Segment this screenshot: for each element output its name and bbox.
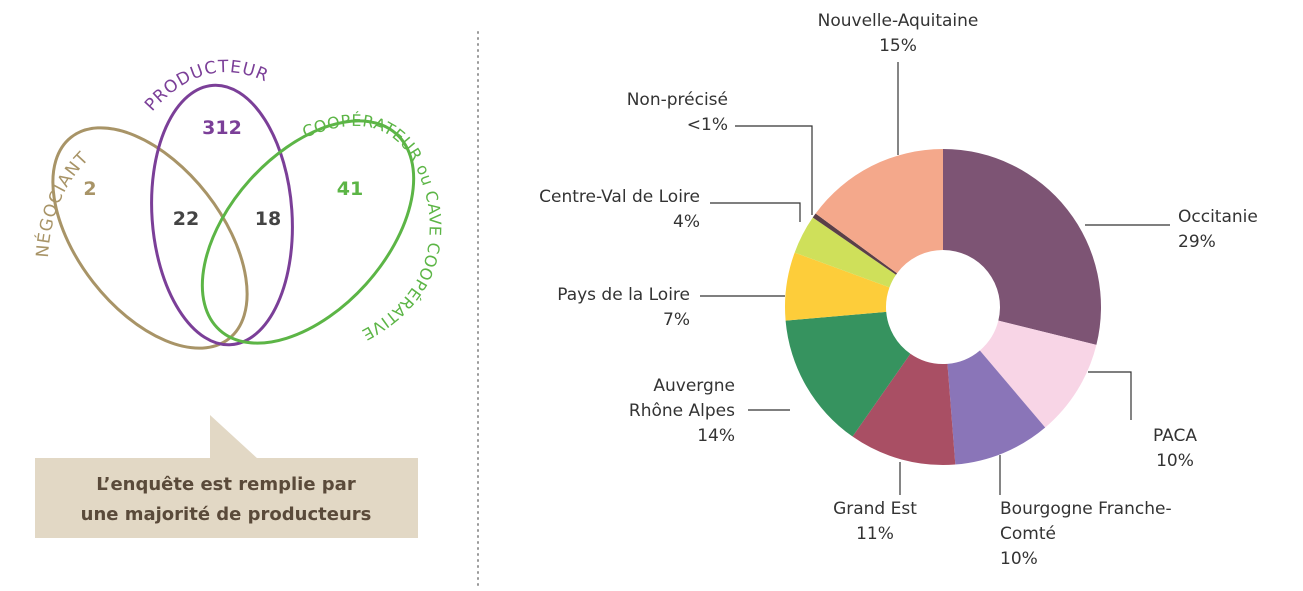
donut-slice [943,149,1102,345]
value-label: 11% [856,524,894,544]
region-value: 2 [83,178,96,200]
value-label: 7% [663,310,690,330]
set-label: NÉGOCIANT [32,148,92,258]
leader-line [710,202,801,222]
donut-slice [979,320,1097,428]
value-label: 10% [1000,549,1038,569]
category-label: Occitanie [1178,207,1258,227]
donut-slice [815,149,943,274]
set-label: COOPÉRATEUR ou CAVE COOPÉRATIVE [300,111,445,344]
slice-label: Nouvelle-Aquitaine 15% [780,9,1016,59]
callout-pointer [210,415,258,459]
category-label: Pays de la Loire [557,285,690,305]
set-ellipse [150,83,294,347]
set-label: NÉGOCIANT [32,148,93,258]
value-label: 14% [697,426,735,446]
donut [785,149,1102,465]
category-label: Nouvelle-Aquitaine [817,11,979,31]
slice-label: Non-précisé <1% [560,88,728,138]
region-value: 312 [202,117,242,139]
slice-label: Bourgogne Franche-Comté 10% [1000,497,1180,572]
donut-slice [794,217,897,288]
set-label: COOPÉRATEUR ou CAVE COOPÉRATIVE [300,111,445,344]
category-label: PACA [1153,426,1197,446]
slice-label: Centre-Val de Loire 4% [500,185,700,235]
value-label: 29% [1178,232,1216,252]
slice-label: PACA 10% [1120,424,1230,474]
region-value: 41 [337,178,363,200]
callout-box [35,458,418,538]
value-label: 10% [1156,451,1194,471]
leader-line [1088,371,1132,420]
donut-slice [785,311,911,437]
category-label: Grand Est [833,499,917,519]
donut-slice [947,350,1046,465]
leader-line [735,125,813,215]
value-label: <1% [686,115,728,135]
category-label: Non-précisé [626,90,728,110]
donut-slice [852,353,956,465]
value-label: 4% [673,212,700,232]
callout-text: L’enquête est remplie par [96,474,356,495]
region-values: 2 312 41 22 18 [83,117,363,230]
slice-label: Auvergne Rhône Alpes 14% [595,374,735,449]
slice-label: Pays de la Loire 7% [520,283,690,333]
donut-slice [785,252,890,321]
value-label: 15% [879,36,917,56]
slice-label: Grand Est 11% [810,497,940,547]
set-ellipse [200,119,416,345]
category-label: Auvergne Rhône Alpes [628,376,735,421]
set-ellipse [51,126,249,350]
donut-slice [812,213,898,275]
region-value: 22 [173,208,199,230]
category-label: Bourgogne Franche-Comté [1000,499,1172,544]
callout-text: une majorité de producteurs [81,504,372,525]
slice-label: Occitanie 29% [1178,205,1298,255]
region-value: 18 [255,208,281,230]
category-label: Centre-Val de Loire [539,187,700,207]
